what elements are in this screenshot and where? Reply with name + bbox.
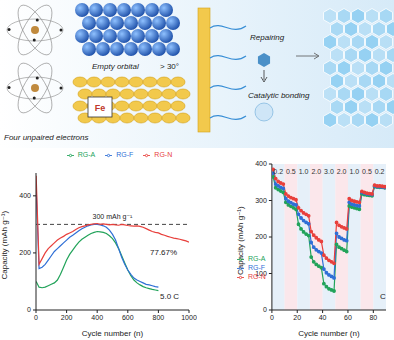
svg-text:400: 400 <box>19 192 31 199</box>
svg-text:300: 300 <box>255 197 267 204</box>
svg-text:80: 80 <box>369 314 377 321</box>
svg-text:0.5: 0.5 <box>362 168 372 175</box>
svg-text:0.2: 0.2 <box>273 168 283 175</box>
svg-text:3.0: 3.0 <box>324 168 334 175</box>
svg-text:0.2: 0.2 <box>375 168 385 175</box>
svg-text:100: 100 <box>255 270 267 277</box>
svg-text:0.5: 0.5 <box>286 168 296 175</box>
svg-text:Four unpaired electrons: Four unpaired electrons <box>4 133 89 142</box>
svg-text:1.0: 1.0 <box>299 168 309 175</box>
svg-text:2.0: 2.0 <box>337 168 347 175</box>
svg-text:Empty orbital: Empty orbital <box>92 62 139 71</box>
svg-text:2.0: 2.0 <box>311 168 321 175</box>
svg-text:200: 200 <box>19 249 31 256</box>
svg-text:Capacity (mAh g⁻¹): Capacity (mAh g⁻¹) <box>236 206 245 275</box>
svg-text:> 30°: > 30° <box>160 62 179 71</box>
svg-text:1.0: 1.0 <box>349 168 359 175</box>
svg-text:400: 400 <box>91 314 103 321</box>
svg-text:40: 40 <box>319 314 327 321</box>
svg-text:Cycle number (n): Cycle number (n) <box>298 329 360 338</box>
svg-text:Fe: Fe <box>95 103 106 113</box>
svg-text:600: 600 <box>122 314 134 321</box>
svg-text:800: 800 <box>153 314 165 321</box>
svg-text:400: 400 <box>255 160 267 167</box>
svg-text:0: 0 <box>270 314 274 321</box>
svg-text:200: 200 <box>61 314 73 321</box>
svg-text:0: 0 <box>263 306 267 313</box>
svg-text:Repairing: Repairing <box>250 33 285 42</box>
svg-text:0: 0 <box>34 314 38 321</box>
svg-text:Catalytic bonding: Catalytic bonding <box>248 91 310 100</box>
svg-text:200: 200 <box>255 233 267 240</box>
svg-text:0: 0 <box>27 306 31 313</box>
svg-text:Cycle number (n): Cycle number (n) <box>82 329 144 338</box>
svg-text:1000: 1000 <box>181 314 197 321</box>
svg-text:Capacity (mAh g⁻¹): Capacity (mAh g⁻¹) <box>0 210 9 279</box>
svg-text:60: 60 <box>344 314 352 321</box>
svg-text:300 mAh g⁻¹: 300 mAh g⁻¹ <box>93 213 134 221</box>
svg-text:20: 20 <box>293 314 301 321</box>
